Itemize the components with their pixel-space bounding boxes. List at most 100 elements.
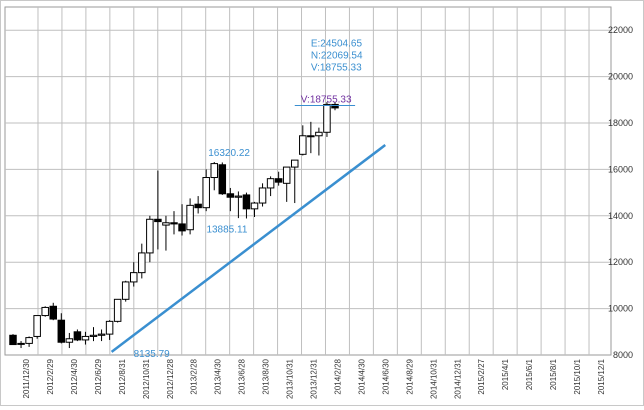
candle [162, 215, 170, 251]
y-tick-label: 18000 [608, 118, 633, 128]
candle [146, 215, 154, 263]
candle [202, 169, 210, 212]
x-tick-label: 2013/2/28 [190, 358, 199, 394]
x-tick-label: 2012/6/29 [94, 358, 103, 394]
candle [291, 159, 299, 204]
candles [9, 102, 339, 349]
candle-body [194, 203, 202, 209]
y-tick-label: 10000 [608, 304, 633, 314]
trendline [110, 144, 387, 353]
candle-body [57, 319, 66, 343]
candle [25, 336, 33, 347]
candle [138, 243, 146, 279]
x-tick-label: 2015/8/1 [549, 358, 558, 390]
annotation-n-target: N:22069.54 [311, 51, 363, 62]
candle-body [65, 338, 74, 343]
candle-body [113, 298, 122, 322]
x-tick-label: 2012/10/31 [142, 358, 151, 399]
candle-body [315, 131, 323, 137]
candle-body [33, 315, 41, 337]
x-axis: 2011/12/30 2012/2/29 2012/4/30 2012/6/29 201… [22, 358, 606, 399]
candle-body [323, 103, 331, 133]
x-tick-label: 2011/12/30 [22, 358, 31, 398]
x-tick-label: 2014/8/29 [405, 358, 414, 394]
candle-body [331, 103, 339, 109]
candle [105, 320, 114, 340]
candle-body [282, 166, 291, 184]
x-tick-label: 2015/4/1 [501, 358, 510, 390]
x-tick-label: 2015/2/27 [477, 358, 486, 394]
candle-body [105, 320, 114, 335]
candle-body [17, 342, 25, 345]
x-tick-label: 2012/8/31 [118, 358, 127, 394]
candle [49, 302, 57, 321]
candle [218, 162, 227, 195]
candle [210, 161, 218, 191]
candle [282, 166, 291, 202]
annotation-high-2013: 16320.22 [208, 148, 250, 159]
x-tick-label: 2013/8/30 [262, 358, 271, 394]
candle [17, 341, 25, 349]
candle [81, 331, 90, 345]
candle-body [73, 331, 82, 341]
candle-body [210, 163, 218, 179]
x-tick-label: 2015/12/1 [597, 358, 606, 394]
y-axis: 8000 10000 12000 14000 16000 18000 20000 22000 [608, 25, 633, 360]
candle-body [258, 187, 267, 204]
candle-body [291, 159, 299, 168]
candle [154, 170, 162, 250]
y-tick-label: 16000 [608, 164, 633, 174]
x-tick-label: 2012/12/28 [166, 358, 175, 399]
candle [250, 201, 259, 217]
candle-body [146, 218, 154, 254]
candle [186, 198, 194, 235]
candle [234, 191, 243, 219]
candle-body [274, 178, 283, 183]
y-tick-label: 14000 [608, 211, 633, 221]
candle-body [41, 306, 49, 317]
candle-body [154, 218, 162, 223]
annotation-v-line-label: V:18755.33 [301, 94, 352, 105]
x-tick-label: 2013/12/31 [310, 358, 319, 399]
candle-body [121, 281, 130, 300]
candle [266, 176, 275, 197]
y-tick-label: 8000 [613, 350, 633, 360]
x-tick-label: 2013/10/31 [286, 358, 295, 399]
candle [33, 315, 41, 339]
candle [242, 192, 251, 219]
candle [258, 183, 267, 207]
candle [89, 327, 98, 342]
candle-body [49, 305, 57, 320]
candle-body [138, 252, 146, 274]
candle [57, 313, 66, 344]
x-tick-label: 2015/10/1 [573, 358, 582, 394]
candle [299, 125, 307, 156]
x-tick-label: 2014/10/31 [429, 358, 438, 399]
x-tick-label: 2012/4/30 [70, 358, 79, 394]
candle [323, 102, 331, 137]
candle-body [234, 195, 243, 198]
y-tick-label: 12000 [608, 257, 633, 267]
candle-body [130, 272, 138, 283]
y-tick-label: 22000 [608, 25, 633, 35]
candle-body [202, 177, 210, 209]
candle [113, 298, 122, 323]
candle [65, 332, 74, 349]
x-tick-label: 2014/6/30 [381, 358, 390, 394]
candle-body [307, 135, 315, 138]
candle-body [266, 178, 275, 189]
annotation-low-2014: 13885.11 [206, 224, 247, 235]
candle-body [81, 335, 90, 341]
candle [331, 102, 339, 111]
candle [274, 171, 283, 186]
candle [307, 121, 315, 154]
x-tick-label: 2015/6/1 [525, 358, 534, 390]
candle-body [299, 135, 307, 155]
candle-body [250, 202, 259, 210]
candle [41, 306, 49, 317]
candle [97, 329, 106, 342]
annotation-e-target: E:24504.65 [311, 39, 363, 50]
x-tick-label: 2013/6/28 [238, 358, 247, 394]
